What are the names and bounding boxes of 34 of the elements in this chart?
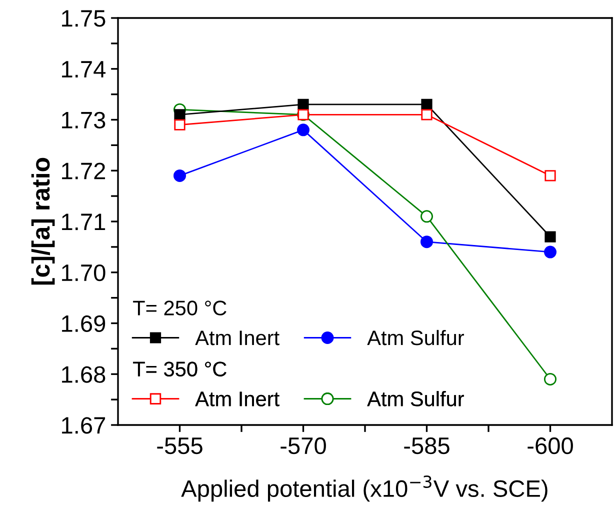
y-tick-label: 1.71: [62, 214, 106, 230]
y-tick-label: 1.69: [62, 315, 106, 332]
annotation: T= 350 °C: [133, 362, 226, 376]
y-tick-label: 1.75: [62, 10, 106, 27]
annotation: T= 250 °C: [133, 300, 226, 316]
point: [544, 170, 556, 182]
y-tick-label: 1.68: [62, 366, 106, 383]
x-tick-label: -600: [528, 437, 573, 454]
text: 1.70: [62, 264, 106, 282]
y-axis-title: [c]/[a] ratio: [31, 158, 55, 285]
point: [544, 246, 556, 258]
y-tick-label: 1.73: [62, 112, 106, 129]
point: [174, 169, 186, 182]
point: [174, 119, 186, 130]
legend-label: Atm Inert: [195, 330, 280, 346]
point: [297, 124, 310, 136]
point: [420, 210, 433, 223]
point: [420, 236, 433, 248]
x-tick-label: -555: [157, 438, 202, 454]
x-axis-title: Applied potential (x10$^{−3}$V vs. SCE): [181, 475, 548, 502]
y-tick-label: 1.72: [62, 162, 106, 180]
x-tick-label: -585: [404, 437, 450, 454]
point: [544, 231, 556, 242]
point: [298, 98, 309, 110]
y-tick-label: 1.67: [62, 417, 106, 434]
point: [174, 109, 186, 120]
point: [421, 98, 432, 110]
y-tick-label: 1.74: [62, 61, 106, 78]
x-tick-label: -570: [280, 437, 326, 454]
point: [421, 109, 432, 120]
legend-label: Atm Inert: [195, 392, 280, 406]
legend-label: Atm Sulfur: [367, 330, 464, 346]
point: [544, 372, 556, 386]
legend-label: Atm Sulfur: [367, 390, 464, 406]
